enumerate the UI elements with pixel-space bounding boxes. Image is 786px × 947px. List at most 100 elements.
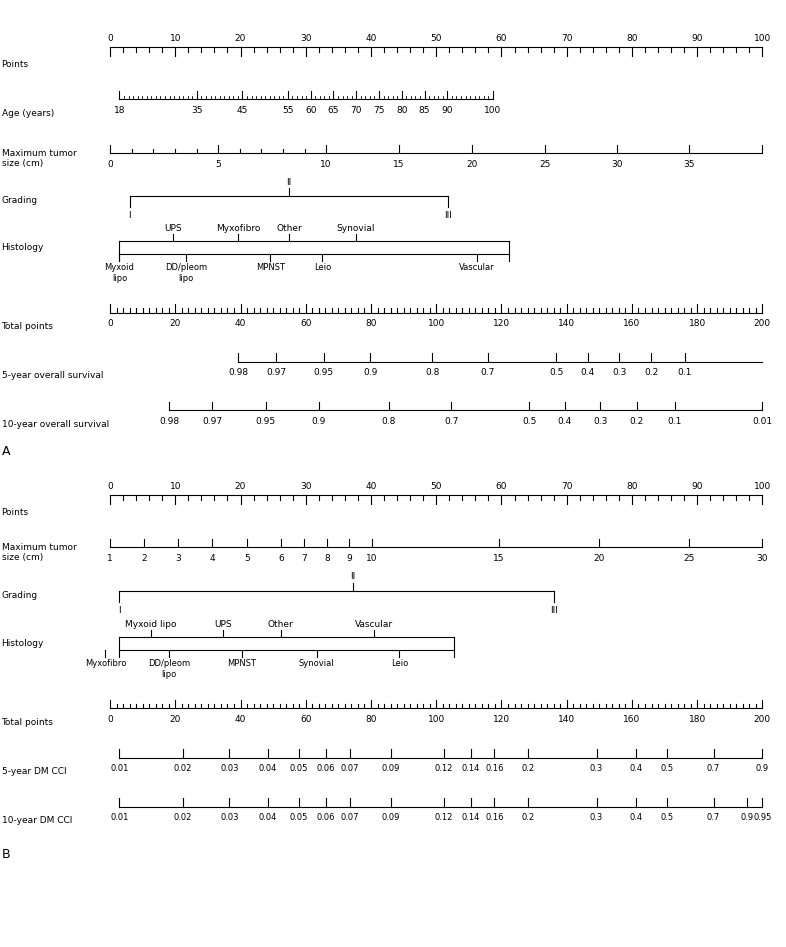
- Text: UPS: UPS: [215, 619, 232, 629]
- Text: Grading: Grading: [2, 591, 38, 600]
- Text: 0.2: 0.2: [522, 764, 535, 774]
- Text: B: B: [2, 848, 10, 861]
- Text: 45: 45: [237, 106, 248, 116]
- Text: 9: 9: [346, 554, 352, 563]
- Text: 10-year overall survival: 10-year overall survival: [2, 420, 108, 429]
- Text: 4: 4: [209, 554, 215, 563]
- Text: 0.97: 0.97: [266, 368, 286, 378]
- Text: 0.8: 0.8: [425, 368, 439, 378]
- Text: 20: 20: [170, 319, 181, 329]
- Text: 0: 0: [107, 33, 113, 43]
- Text: 160: 160: [623, 715, 641, 724]
- Text: 200: 200: [754, 319, 771, 329]
- Text: 0.7: 0.7: [480, 368, 495, 378]
- Text: 120: 120: [493, 715, 510, 724]
- Text: Histology: Histology: [2, 638, 44, 648]
- Text: 0.3: 0.3: [590, 764, 603, 774]
- Text: 10: 10: [366, 554, 377, 563]
- Text: 0.14: 0.14: [462, 813, 480, 823]
- Text: 0.97: 0.97: [202, 417, 222, 426]
- Text: I: I: [118, 606, 121, 616]
- Text: 0.03: 0.03: [220, 764, 239, 774]
- Text: 70: 70: [351, 106, 362, 116]
- Text: 60: 60: [496, 481, 507, 491]
- Text: DD/pleom
lipo: DD/pleom lipo: [165, 263, 208, 282]
- Text: 0.4: 0.4: [630, 764, 642, 774]
- Text: Myxoid
lipo: Myxoid lipo: [105, 263, 134, 282]
- Text: 0.02: 0.02: [174, 764, 193, 774]
- Text: II: II: [351, 572, 355, 581]
- Text: 0.98: 0.98: [159, 417, 179, 426]
- Text: 0: 0: [107, 481, 113, 491]
- Text: Other: Other: [268, 619, 293, 629]
- Text: II: II: [287, 177, 292, 187]
- Text: 0.2: 0.2: [630, 417, 644, 426]
- Text: 6: 6: [278, 554, 285, 563]
- Text: 70: 70: [561, 481, 572, 491]
- Text: 90: 90: [692, 481, 703, 491]
- Text: 80: 80: [365, 715, 376, 724]
- Text: Myxoid lipo: Myxoid lipo: [125, 619, 177, 629]
- Text: 0: 0: [107, 160, 113, 170]
- Text: 100: 100: [754, 481, 771, 491]
- Text: 40: 40: [365, 33, 376, 43]
- Text: 40: 40: [235, 715, 246, 724]
- Text: 0.9: 0.9: [756, 764, 769, 774]
- Text: 0.9: 0.9: [363, 368, 377, 378]
- Text: Maximum tumor
size (cm): Maximum tumor size (cm): [2, 149, 76, 168]
- Text: Maximum tumor
size (cm): Maximum tumor size (cm): [2, 543, 76, 562]
- Text: 25: 25: [539, 160, 550, 170]
- Text: 120: 120: [493, 319, 510, 329]
- Text: Histology: Histology: [2, 242, 44, 252]
- Text: 0.01: 0.01: [110, 764, 129, 774]
- Text: 50: 50: [431, 33, 442, 43]
- Text: 0: 0: [107, 715, 113, 724]
- Text: 0.9: 0.9: [740, 813, 754, 823]
- Text: 18: 18: [114, 106, 125, 116]
- Text: 0.9: 0.9: [311, 417, 325, 426]
- Text: 5-year overall survival: 5-year overall survival: [2, 371, 103, 381]
- Text: 55: 55: [282, 106, 294, 116]
- Text: Age (years): Age (years): [2, 109, 53, 118]
- Text: 20: 20: [235, 481, 246, 491]
- Text: 0.1: 0.1: [678, 368, 692, 378]
- Text: 0.7: 0.7: [707, 813, 720, 823]
- Text: 100: 100: [754, 33, 771, 43]
- Text: 90: 90: [442, 106, 453, 116]
- Text: 40: 40: [235, 319, 246, 329]
- Text: 75: 75: [373, 106, 384, 116]
- Text: 140: 140: [558, 715, 575, 724]
- Text: 160: 160: [623, 319, 641, 329]
- Text: 0.3: 0.3: [612, 368, 626, 378]
- Text: Myxofibro: Myxofibro: [216, 223, 260, 233]
- Text: Points: Points: [2, 508, 29, 517]
- Text: I: I: [128, 211, 131, 221]
- Text: 80: 80: [626, 33, 637, 43]
- Text: 0.03: 0.03: [220, 813, 239, 823]
- Text: MPNST: MPNST: [256, 263, 285, 273]
- Text: Vascular: Vascular: [355, 619, 393, 629]
- Text: 40: 40: [365, 481, 376, 491]
- Text: MPNST: MPNST: [228, 659, 256, 669]
- Text: 60: 60: [300, 319, 311, 329]
- Text: 0.4: 0.4: [558, 417, 572, 426]
- Text: 0.07: 0.07: [340, 813, 359, 823]
- Text: 2: 2: [141, 554, 147, 563]
- Text: 0.5: 0.5: [549, 368, 564, 378]
- Text: 0.09: 0.09: [382, 813, 400, 823]
- Text: 10-year DM CCI: 10-year DM CCI: [2, 816, 72, 826]
- Text: 80: 80: [396, 106, 407, 116]
- Text: 100: 100: [428, 715, 445, 724]
- Text: 50: 50: [431, 481, 442, 491]
- Text: 0.01: 0.01: [752, 417, 773, 426]
- Text: Grading: Grading: [2, 196, 38, 205]
- Text: 60: 60: [305, 106, 317, 116]
- Text: 0.04: 0.04: [259, 813, 277, 823]
- Text: 0.05: 0.05: [290, 813, 308, 823]
- Text: 20: 20: [593, 554, 604, 563]
- Text: 0.01: 0.01: [110, 813, 129, 823]
- Text: 80: 80: [626, 481, 637, 491]
- Text: 100: 100: [484, 106, 501, 116]
- Text: III: III: [550, 606, 558, 616]
- Text: 0.02: 0.02: [174, 813, 193, 823]
